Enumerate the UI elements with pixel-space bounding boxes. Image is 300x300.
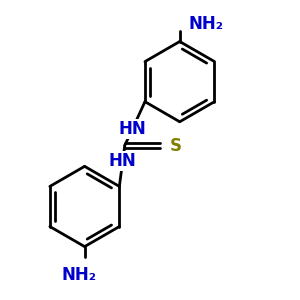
- Text: HN: HN: [118, 120, 146, 138]
- Text: HN: HN: [109, 152, 136, 170]
- Text: NH₂: NH₂: [189, 15, 224, 33]
- Text: NH₂: NH₂: [61, 266, 96, 284]
- Text: S: S: [169, 136, 181, 154]
